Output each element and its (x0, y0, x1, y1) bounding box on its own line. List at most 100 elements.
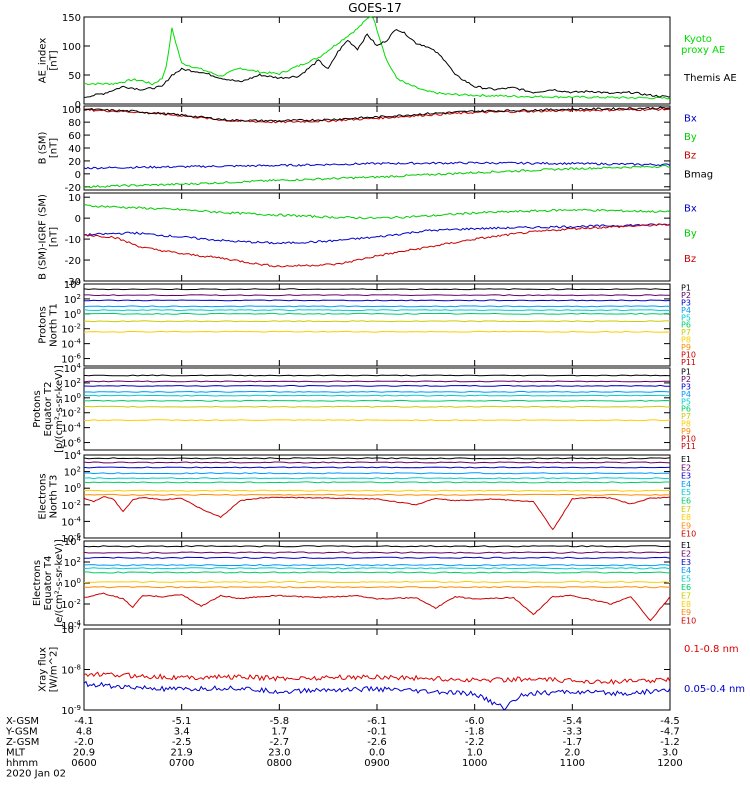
b-ytick-label: 60 (68, 131, 81, 142)
bdiff-legend-entry: Bx (684, 204, 697, 215)
b-ytick-label: 80 (68, 118, 81, 129)
protons-t1-legend-entry: P9 (681, 343, 691, 352)
xaxis-row-value: 0600 (71, 758, 96, 769)
protons-t2-series-p3 (83, 384, 670, 387)
bdiff-ylabel: B (SM)-IGRF (SM) (38, 194, 49, 280)
electrons-t4-ytick-label: 10-2 (61, 598, 81, 611)
electrons-t4-series-e4 (83, 563, 671, 567)
xaxis-row-value: 1.0 (467, 748, 483, 759)
protons-t1-legend-entry: P2 (681, 291, 691, 300)
protons-t1-series-p7 (83, 320, 670, 323)
protons-t1-legend-entry: P3 (681, 298, 691, 307)
electrons-t3-series-e5 (83, 477, 671, 480)
electrons-t3-ytick-label: 10-6 (61, 532, 81, 545)
ae-ytick-label: 150 (62, 13, 81, 24)
electrons-t3-series-e1 (83, 457, 671, 460)
protons-t2-legend-entry: P8 (681, 420, 691, 429)
protons-t2-ytick-label: 10-6 (61, 437, 81, 450)
protons-t2-series-p4 (83, 390, 671, 393)
bdiff-legend-entry: Bz (684, 254, 696, 265)
electrons-t3-series-e8 (83, 493, 671, 496)
xaxis-row-label: Z-GSM (6, 737, 39, 748)
protons-t1-legend-entry: P4 (681, 306, 691, 315)
xaxis-row-label: Y-GSM (5, 727, 38, 738)
electrons-t3-series-e6 (83, 481, 670, 484)
electrons-t3-legend-entry: E2 (681, 463, 691, 472)
protons-t2-legend-entry: P6 (681, 405, 691, 414)
protons-t1-legend-entry: P11 (681, 358, 696, 367)
electrons-t3-ytick-label: 104 (64, 449, 82, 462)
b-ytick-label: -20 (65, 183, 81, 194)
xaxis-row-label: X-GSM (6, 716, 39, 727)
bdiff-series-by (83, 204, 671, 220)
xaxis-row-value: 3.4 (174, 727, 190, 738)
protons-t2-series-p6 (83, 399, 671, 402)
electrons-t3-ytick-label: 10-4 (61, 515, 81, 528)
electrons-t4-ylabel: [e/(cm²-s-sr-keV)] (54, 539, 65, 627)
protons-t1-legend-entry: P10 (681, 351, 696, 360)
b-series-bx (83, 161, 671, 170)
electrons-t3-legend-entry: E9 (681, 521, 691, 530)
protons-t2-ytick-label: 100 (64, 392, 81, 405)
protons-t2-legend-entry: P10 (681, 435, 696, 444)
electrons-t3-ylabel: Electrons (38, 473, 49, 519)
electrons-t3-ytick-label: 10-2 (61, 499, 81, 512)
xaxis-row-value: -4.7 (660, 727, 680, 738)
b-series-by (83, 164, 671, 188)
xaxis-row-value: -1.7 (563, 737, 583, 748)
xaxis-row-value: -3.3 (563, 727, 583, 738)
electrons-t4-ytick-label: 10-4 (61, 619, 81, 632)
protons-t2-series-p1 (83, 374, 671, 377)
xaxis-row-value: 1.7 (271, 727, 287, 738)
xray-frame (83, 628, 671, 711)
ae-ytick-label: 50 (68, 71, 81, 82)
electrons-t4-legend-entry: E5 (681, 575, 691, 584)
protons-t1-frame (83, 283, 671, 367)
ae-series-kyoto-proxy-ae (83, 16, 671, 100)
electrons-t4-series-e1 (83, 545, 671, 548)
electrons-t4-ylabel: Equator T4 (43, 556, 54, 611)
b-series-bz (83, 107, 671, 124)
figure-title: GOES-17 (348, 1, 402, 15)
xaxis-row-value: -5.8 (270, 716, 290, 727)
electrons-t4-legend-entry: E1 (681, 541, 691, 550)
electrons-t4-series-e6 (83, 571, 671, 574)
protons-t1-ylabel: North T1 (49, 303, 60, 347)
xaxis-row-value: 23.0 (268, 748, 290, 759)
protons-t2-ylabel: Protons (32, 390, 43, 427)
bdiff-legend-entry: By (684, 229, 697, 240)
protons-t2-series-p5 (83, 394, 671, 397)
protons-t2-ylabel: Equator T2 (43, 382, 54, 437)
xaxis-row-value: -6.1 (367, 716, 387, 727)
electrons-t3-legend-entry: E4 (681, 480, 691, 489)
ae-legend-entry: Kyoto (684, 34, 712, 45)
ae-series-themis-ae (83, 29, 671, 98)
electrons-t4-legend-entry: E8 (681, 600, 691, 609)
electrons-t4-ytick-label: 100 (64, 577, 81, 590)
protons-t2-ylabel: [p/(cm²-s-sr-keV)] (54, 365, 65, 453)
protons-t2-series-p2 (83, 380, 671, 383)
bdiff-ytick-label: -10 (65, 235, 81, 246)
electrons-t3-legend-entry: E3 (681, 472, 691, 481)
protons-t1-ylabel: Protons (38, 306, 49, 343)
xaxis-row-value: -2.5 (172, 737, 192, 748)
xaxis-row-value: -2.0 (74, 737, 94, 748)
electrons-t3-legend-entry: E8 (681, 513, 691, 522)
ae-ytick-label: 100 (62, 42, 81, 53)
xaxis-row-value: 3.0 (662, 748, 678, 759)
b-legend-entry: Bx (684, 113, 697, 124)
b-legend-entry: Bmag (684, 169, 713, 180)
protons-t2-series-p8 (84, 419, 671, 422)
xaxis-row-value: 4.8 (76, 727, 92, 738)
protons-t1-series-p5 (83, 309, 671, 312)
xaxis-row-value: -1.2 (660, 737, 680, 748)
b-legend-entry: By (684, 132, 697, 143)
xaxis-row-value: 0.0 (369, 748, 385, 759)
electrons-t3-legend-entry: E10 (681, 530, 696, 539)
xaxis-row-value: -2.2 (465, 737, 485, 748)
xray-series-0-1-0-8-nm (83, 671, 671, 685)
bdiff-series-bz (83, 223, 671, 268)
protons-t1-ytick-label: 10-2 (61, 323, 81, 336)
electrons-t3-series-e7 (83, 489, 671, 492)
b-ylabel: [nT] (49, 138, 60, 158)
